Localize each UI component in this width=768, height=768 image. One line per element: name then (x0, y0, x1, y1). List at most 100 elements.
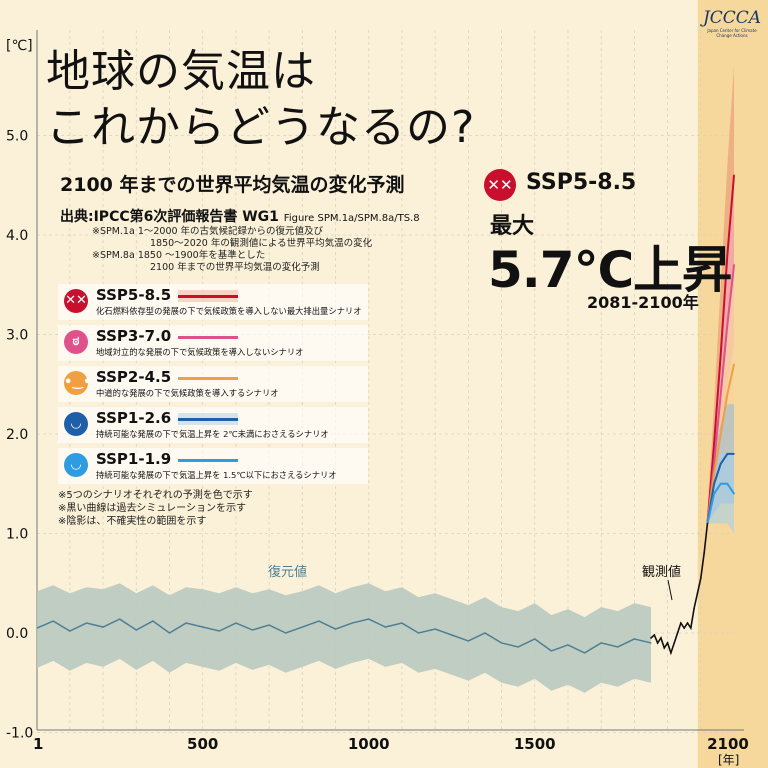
reconstruction-point (268, 624, 270, 626)
reconstruction-point (600, 642, 602, 644)
legend-desc: 中道的な発展の下で気候政策を導入するシナリオ (96, 388, 279, 398)
reconstructed-annotation: 復元値 (268, 564, 307, 580)
observed-point (663, 647, 666, 649)
highlight-period: 2081-2100年 (587, 293, 699, 312)
legend-item-ssp1-26: ◡ SSP1-2.6 持続可能な発展の下で気温上昇を 2℃未満におさえるシナリオ (58, 407, 368, 443)
x-axis-unit: [年] (718, 753, 739, 767)
reconstruction-point (102, 626, 104, 628)
projection-point (733, 453, 735, 455)
observed-line (650, 523, 709, 656)
reconstruction-point (351, 622, 353, 624)
angry-face-icon: ✕✕ (64, 289, 88, 313)
legend-line-swatch (178, 295, 238, 298)
projection-point (719, 482, 722, 485)
x-tick-label: 2100 (707, 735, 749, 753)
projection-point (713, 473, 715, 475)
note-3: ※SPM.8a 1850 〜1900年を基準とした (92, 250, 266, 261)
reconstruction-point (218, 630, 220, 632)
projection-point (713, 463, 715, 465)
happy-face-icon: ◡ (64, 453, 88, 477)
observed-point (656, 642, 659, 644)
jccca-logo: JCCCA Japan Center for Climate Change Ac… (700, 8, 764, 48)
observed-point (706, 522, 709, 525)
title-line-1: 地球の気温は (46, 46, 316, 97)
projection-point (719, 353, 722, 356)
reconstruction-point (401, 622, 403, 624)
note-1: ※SPM.1a 1〜2000 年の古気候記録からの復元値及び (92, 226, 324, 237)
angry-face-icon: ✕✕ (484, 169, 516, 201)
page-title: 地球の気温は これからどうなるの? (46, 44, 475, 156)
note-4: 2100 年までの世界平均気温の変化予測 (150, 262, 320, 273)
reconstruction-point (334, 628, 337, 630)
y-tick-label: 4.0 (6, 228, 28, 244)
legend-name: SSP3-7.0 (96, 327, 172, 345)
source-notes: ※SPM.1a 1〜2000 年の古気候記録からの復元値及び 1850〜2020… (92, 226, 372, 274)
legend-line-swatch (178, 377, 238, 380)
observed-point (703, 552, 705, 555)
reconstruction-point (119, 618, 121, 620)
observed-point (660, 637, 662, 639)
observed-annotation-leader (667, 579, 673, 601)
smile-face-icon: ◡ (64, 412, 88, 436)
reconstruction-line (36, 618, 652, 654)
subtitle: 2100 年までの世界平均気温の変化予測 (60, 174, 405, 196)
legend-item-ssp3-70: ಠ SSP3-7.0 地域対立的な発展の下で気候政策を導入しないシナリオ (58, 325, 368, 361)
reconstruction-point (534, 638, 536, 640)
legend-desc: 地域対立的な発展の下で気候政策を導入しないシナリオ (96, 347, 304, 357)
projection-point (726, 254, 729, 256)
legend-name: SSP5-8.5 (96, 286, 172, 304)
reconstruction-point (434, 628, 436, 630)
y-axis-unit: [℃] (6, 38, 33, 54)
legend-name: SSP2-4.5 (96, 368, 172, 386)
projection-point (733, 174, 735, 177)
reconstruction-point (500, 642, 503, 644)
observed-point (676, 632, 679, 634)
projection-point (733, 492, 735, 495)
observed-point (686, 622, 689, 624)
legend-desc: 化石燃料依存型の発展の下で気候政策を導入しない最大排出量シナリオ (96, 306, 362, 316)
y-tick-label: -1.0 (6, 726, 33, 742)
projection-point (713, 492, 715, 495)
logo-name: JCCCA (702, 8, 762, 28)
legend-desc: 持続可能な発展の下で気温上昇を 1.5℃以下におさえるシナリオ (96, 470, 337, 480)
observed-point (680, 622, 682, 624)
observed-point (673, 642, 676, 644)
projection-point (719, 393, 722, 396)
reconstruction-point (235, 622, 237, 624)
projection-point (719, 433, 722, 435)
observed-point (683, 627, 685, 629)
projection-point (719, 463, 722, 465)
reconstruction-point (285, 632, 287, 634)
y-tick-label: 0.0 (6, 626, 28, 642)
y-tick-label: 2.0 (6, 427, 28, 443)
legend-line-swatch (178, 418, 238, 421)
reconstruction-point (550, 650, 552, 652)
projection-point (726, 393, 729, 396)
projection-point (713, 482, 715, 485)
reconstruction-point (583, 652, 586, 654)
reconstruction-point (85, 622, 88, 624)
reconstruction-point (135, 629, 137, 631)
x-tick-label: 1 (33, 735, 43, 753)
reconstruction-point (451, 634, 453, 636)
legend-item-ssp1-19: ◡ SSP1-1.9 持続可能な発展の下で気温上昇を 1.5℃以下におさえるシナ… (58, 448, 368, 484)
projection-point (733, 363, 735, 366)
reconstruction-point (251, 629, 254, 631)
projection-point (726, 323, 729, 326)
y-tick-label: 3.0 (6, 328, 28, 344)
observed-point (696, 592, 699, 594)
source: 出典:IPCC第6次評価報告書 WG1 Figure SPM.1a/SPM.8a… (60, 206, 420, 226)
reconstruction-point (301, 626, 303, 628)
legend-name: SSP1-2.6 (96, 409, 172, 427)
worried-face-icon: ಠ (64, 330, 88, 354)
legend-desc: 持続可能な発展の下で気温上昇を 2℃未満におさえるシナリオ (96, 429, 329, 439)
projection-point (726, 453, 729, 455)
footnote-3: ※陰影は、不確実性の範囲を示す (58, 516, 207, 527)
neutral-face-icon: •‿• (64, 371, 91, 395)
y-tick-label: 5.0 (6, 129, 28, 145)
footnote-2: ※黒い曲線は過去シミュレーションを示す (58, 503, 246, 514)
reconstruction-point (517, 646, 519, 648)
legend-item-ssp5-85: ✕✕ SSP5-8.5 化石燃料依存型の発展の下で気候政策を導入しない最大排出量… (58, 284, 368, 320)
